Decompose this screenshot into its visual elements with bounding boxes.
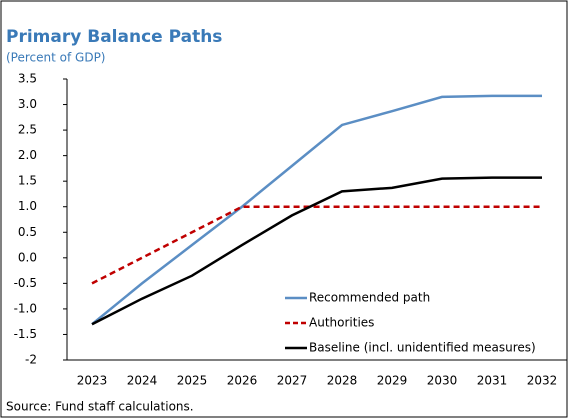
x-tick-label: 2026 bbox=[227, 374, 258, 388]
y-tick-label: 2.5 bbox=[18, 123, 37, 137]
x-tick-label: 2028 bbox=[327, 374, 358, 388]
y-tick-label: -2 bbox=[25, 353, 37, 367]
y-tick-label: 2.0 bbox=[18, 148, 37, 162]
y-tick-label: -1.5 bbox=[14, 327, 37, 341]
chart-subtitle: (Percent of GDP) bbox=[6, 51, 106, 65]
source-note: Source: Fund staff calculations. bbox=[6, 400, 194, 414]
y-tick-label: 1.0 bbox=[18, 199, 37, 213]
x-tick-label: 2024 bbox=[127, 374, 158, 388]
chart-title: Primary Balance Paths bbox=[6, 27, 222, 47]
y-tick-label: 0.5 bbox=[18, 225, 37, 239]
legend-label: Authorities bbox=[309, 316, 374, 330]
x-tick-label: 2027 bbox=[277, 374, 308, 388]
legend-label: Recommended path bbox=[309, 291, 430, 305]
y-tick-label: -1.0 bbox=[14, 301, 37, 315]
y-tick-label: 3.5 bbox=[18, 72, 37, 86]
x-tick-label: 2032 bbox=[527, 374, 558, 388]
series-line bbox=[91, 94, 542, 326]
y-tick-label: 0.0 bbox=[18, 250, 37, 264]
x-tick-label: 2025 bbox=[177, 374, 208, 388]
y-tick-label: 3.0 bbox=[18, 97, 37, 111]
x-tick-label: 2030 bbox=[427, 374, 458, 388]
series-line bbox=[91, 205, 542, 285]
x-tick-label: 2031 bbox=[477, 374, 508, 388]
legend-label: Baseline (incl. unidentified measures) bbox=[309, 341, 536, 355]
y-tick-label: -0.5 bbox=[14, 276, 37, 290]
x-tick-label: 2023 bbox=[77, 374, 108, 388]
y-tick-label: 1.5 bbox=[18, 174, 37, 188]
series-line bbox=[91, 176, 542, 326]
x-tick-label: 2029 bbox=[377, 374, 408, 388]
